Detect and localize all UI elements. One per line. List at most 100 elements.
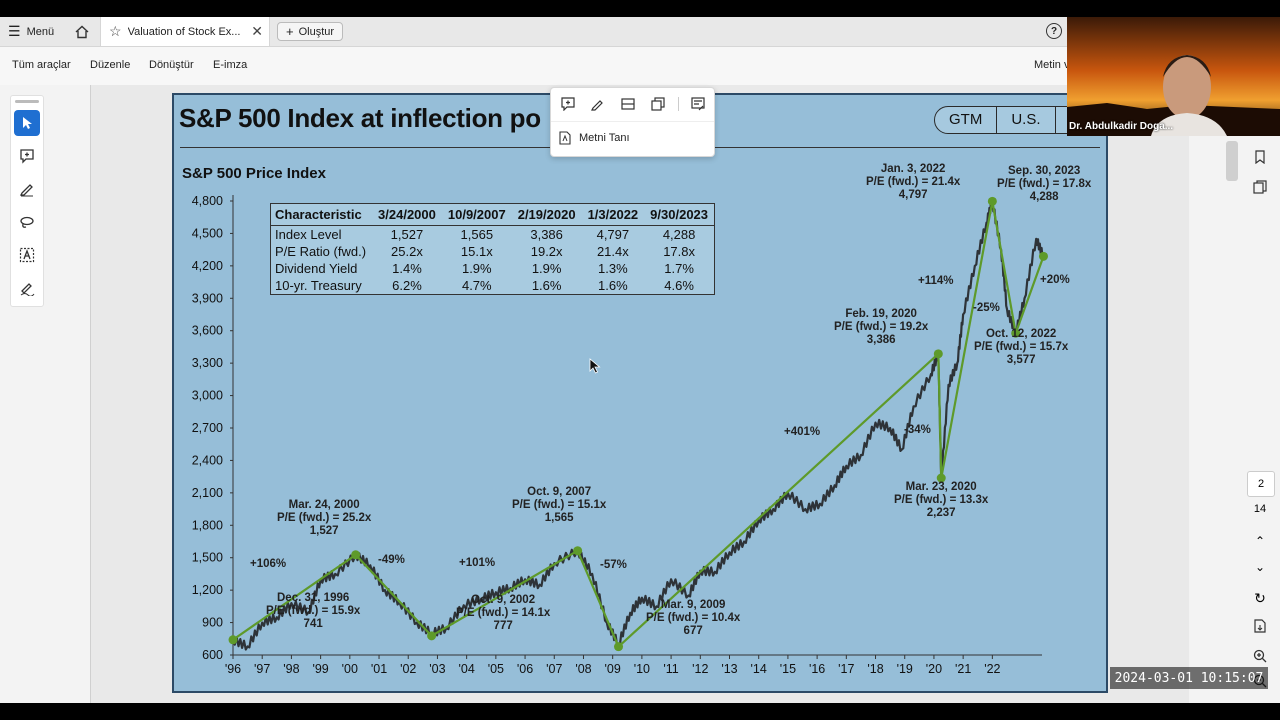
trend-line <box>232 201 1045 649</box>
annotation-feb-2020: Feb. 19, 2020 P/E (fwd.) = 19.2x 3,386 <box>834 308 929 346</box>
menu-edit[interactable]: Düzenle <box>90 59 131 71</box>
y-tick-label: 600 <box>202 648 223 662</box>
menu-text-right[interactable]: Metin v <box>1034 59 1070 71</box>
refresh-icon[interactable]: ↻ <box>1254 589 1266 606</box>
rail-grip[interactable] <box>15 100 39 103</box>
quick-actions-popup: Metni Tanı <box>550 87 715 157</box>
webcam-video <box>1067 17 1280 136</box>
x-tick-label: '98 <box>283 662 299 676</box>
turning-point <box>427 631 437 641</box>
edit-text-icon[interactable] <box>690 96 706 112</box>
text-box-icon <box>19 247 35 263</box>
turning-point <box>614 642 624 652</box>
x-tick-label: '10 <box>634 662 650 676</box>
badge-us: U.S. <box>997 107 1056 133</box>
x-tick-label: '16 <box>809 662 825 676</box>
menu-convert[interactable]: Dönüştür <box>149 59 194 71</box>
help-icon[interactable]: ? <box>1046 23 1062 39</box>
star-icon[interactable]: ☆ <box>109 23 122 39</box>
x-tick-label: '12 <box>692 662 708 676</box>
copy-icon[interactable] <box>650 96 666 112</box>
chevron-up-icon[interactable]: ⌃ <box>1254 534 1266 548</box>
table-cell: 21.4x <box>596 244 629 259</box>
badge-gtm: GTM <box>935 107 998 133</box>
price-chart: 600 900 1,200 1,500 1,800 2,100 2,400 2,700 3,00… <box>192 194 1048 676</box>
tab-document[interactable]: ☆ Valuation of Stock Ex... ✕ <box>100 17 270 46</box>
table-cell: 25.2x <box>391 244 423 259</box>
table-cell: 1.6% <box>598 278 628 293</box>
document-view[interactable]: S&P 500 Index at inflection po GTM U.S. … <box>90 85 1189 703</box>
table-cell: 17.8x <box>663 244 695 259</box>
highlight-tool[interactable] <box>14 176 40 202</box>
table-cell: 1.3% <box>598 261 628 276</box>
pages-icon[interactable] <box>1252 179 1268 195</box>
mouse-cursor-icon <box>589 358 601 374</box>
create-button[interactable]: + Oluştur <box>277 22 344 41</box>
pct-label: -57% <box>600 559 627 571</box>
y-tick-label: 900 <box>202 616 223 630</box>
participant-name: Dr. Abdulkadir Doga... <box>1069 121 1174 132</box>
signature-icon <box>20 283 35 296</box>
strikethrough-icon[interactable] <box>620 96 636 112</box>
y-tick-label: 4,500 <box>192 226 223 240</box>
table-header-cell: 9/30/2023 <box>644 203 715 226</box>
turning-point <box>1011 328 1021 338</box>
zoom-in-icon[interactable] <box>1252 648 1268 664</box>
highlight-icon[interactable] <box>590 96 606 112</box>
home-button[interactable] <box>70 17 94 46</box>
pct-label: -49% <box>378 554 405 566</box>
select-tool[interactable] <box>14 110 40 136</box>
table-cell: 4,288 <box>662 227 696 242</box>
recognize-text-button[interactable]: Metni Tanı <box>559 131 630 145</box>
table-cell: 6.2% <box>392 278 422 293</box>
table-row: Dividend Yield 1.4% 1.9% 1.9% 1.3% 1.7% <box>271 260 715 277</box>
menu-all-tools[interactable]: Tüm araçlar <box>12 59 71 71</box>
comment-icon[interactable] <box>560 96 576 112</box>
hamburger-icon: ☰ <box>8 23 21 39</box>
annotation-oct-2002: Oct. 9, 2002 P/E (fwd.) = 14.1x 777 <box>456 594 551 632</box>
pct-label: +114% <box>918 275 954 287</box>
vertical-scrollbar[interactable] <box>1226 141 1238 181</box>
menu-button[interactable]: ☰ Menü <box>8 17 54 46</box>
table-header-cell: 3/24/2000 <box>372 203 442 226</box>
pct-label: -25% <box>973 302 1000 314</box>
table-cell: 1.4% <box>392 261 422 276</box>
menu-esign[interactable]: E-imza <box>213 59 248 71</box>
table-cell: 1.6% <box>531 278 562 293</box>
save-page-icon[interactable] <box>1252 618 1268 634</box>
document-scan-icon <box>559 131 571 145</box>
y-tick-label: 3,300 <box>192 356 223 370</box>
annotation-mar-2000: Mar. 24, 2000 P/E (fwd.) = 25.2x 1,527 <box>277 499 372 537</box>
sign-tool[interactable] <box>14 275 40 301</box>
table-cell: 1,527 <box>390 227 424 242</box>
x-tick-label: '96 <box>225 662 241 676</box>
table-cell: 3,386 <box>530 227 563 242</box>
table-cell: 1,565 <box>460 227 494 242</box>
y-tick-label: 2,700 <box>192 421 223 435</box>
comment-tool[interactable] <box>14 143 40 169</box>
bookmark-icon[interactable] <box>1252 149 1268 165</box>
annotation-mar-2020: Mar. 23, 2020 P/E (fwd.) = 13.3x 2,237 <box>894 481 989 519</box>
draw-tool[interactable] <box>14 209 40 235</box>
y-tick-label: 4,200 <box>192 259 223 273</box>
y-tick-label: 1,800 <box>192 518 223 532</box>
pct-label: -34% <box>904 424 931 436</box>
y-tick-label: 3,900 <box>192 291 223 305</box>
turning-point <box>933 349 943 359</box>
y-tick-label: 2,400 <box>192 453 223 467</box>
price-line <box>231 200 1045 651</box>
table-header-cell: 2/19/2020 <box>511 203 582 226</box>
popup-divider <box>551 121 714 122</box>
pen-icon <box>19 184 33 197</box>
tab-bar: ☰ Menü ☆ Valuation of Stock Ex... ✕ + Ol… <box>0 17 1280 47</box>
page-number-input[interactable]: 2 <box>1247 471 1275 497</box>
table-header-cell: 10/9/2007 <box>441 203 512 226</box>
slide-badges: GTM U.S. <box>934 106 1083 134</box>
chevron-down-icon[interactable]: ⌄ <box>1254 560 1266 574</box>
table-cell: 1.7% <box>664 261 694 276</box>
table-cell: 1.9% <box>461 261 492 276</box>
pct-label: +101% <box>459 557 496 569</box>
text-box-tool[interactable] <box>14 242 40 268</box>
close-icon[interactable]: ✕ <box>251 23 263 39</box>
y-tick-label: 1,500 <box>192 551 223 565</box>
